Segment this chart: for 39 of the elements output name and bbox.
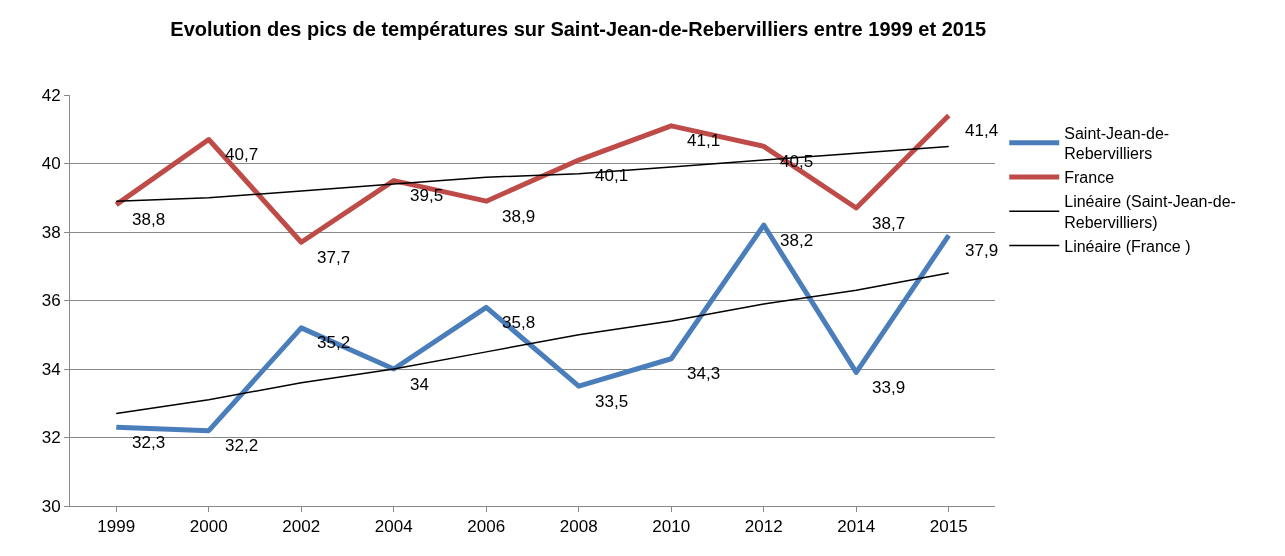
y-tick-label: 30 [41,496,61,516]
y-tick-label: 40 [41,154,61,174]
legend-label: Saint-Jean-de-Rebervilliers [1064,124,1170,163]
y-tick-label: 38 [41,222,61,242]
data-label: 37,7 [317,248,351,267]
data-label: 32,2 [225,436,259,455]
y-tick-label: 34 [41,359,61,379]
y-tick-label: 36 [41,291,61,311]
x-tick-label: 2004 [374,517,413,537]
y-tick-label: 42 [41,85,61,105]
data-label: 32,3 [132,433,166,452]
legend-label: France [1064,169,1115,187]
x-tick-label: 2014 [837,517,876,537]
x-tick-label: 2006 [467,517,506,537]
data-label: 34 [410,375,429,394]
x-tick-label: 2015 [929,517,968,537]
data-label: 41,4 [965,121,999,140]
data-label: 40,7 [225,145,259,164]
y-tick-label: 32 [41,428,61,448]
x-tick-label: 2002 [282,517,321,537]
x-tick-label: 2000 [189,517,228,537]
data-label: 33,9 [872,378,906,397]
data-label: 38,8 [132,210,166,229]
data-label: 38,7 [872,214,906,233]
data-label: 41,1 [687,131,721,150]
x-tick-label: 2010 [652,517,691,537]
x-tick-label: 2012 [744,517,783,537]
chart-title: Evolution des pics de températures sur Saint-Jean-de-Rebervilliers entre 1999 et 2015 [170,18,987,41]
data-label: 38,9 [502,207,536,226]
data-label: 33,5 [595,392,629,411]
data-label: 37,9 [965,241,999,260]
legend-label: Linéaire (Saint-Jean-de-Rebervilliers) [1064,193,1236,231]
x-tick-label: 1999 [97,517,136,537]
x-tick-label: 2008 [559,517,598,537]
line-series [115,272,950,415]
legend-label: Linéaire (France ) [1064,237,1191,255]
data-label: 34,3 [687,364,721,383]
data-label: 38,2 [780,231,814,250]
data-label: 39,5 [410,186,444,205]
